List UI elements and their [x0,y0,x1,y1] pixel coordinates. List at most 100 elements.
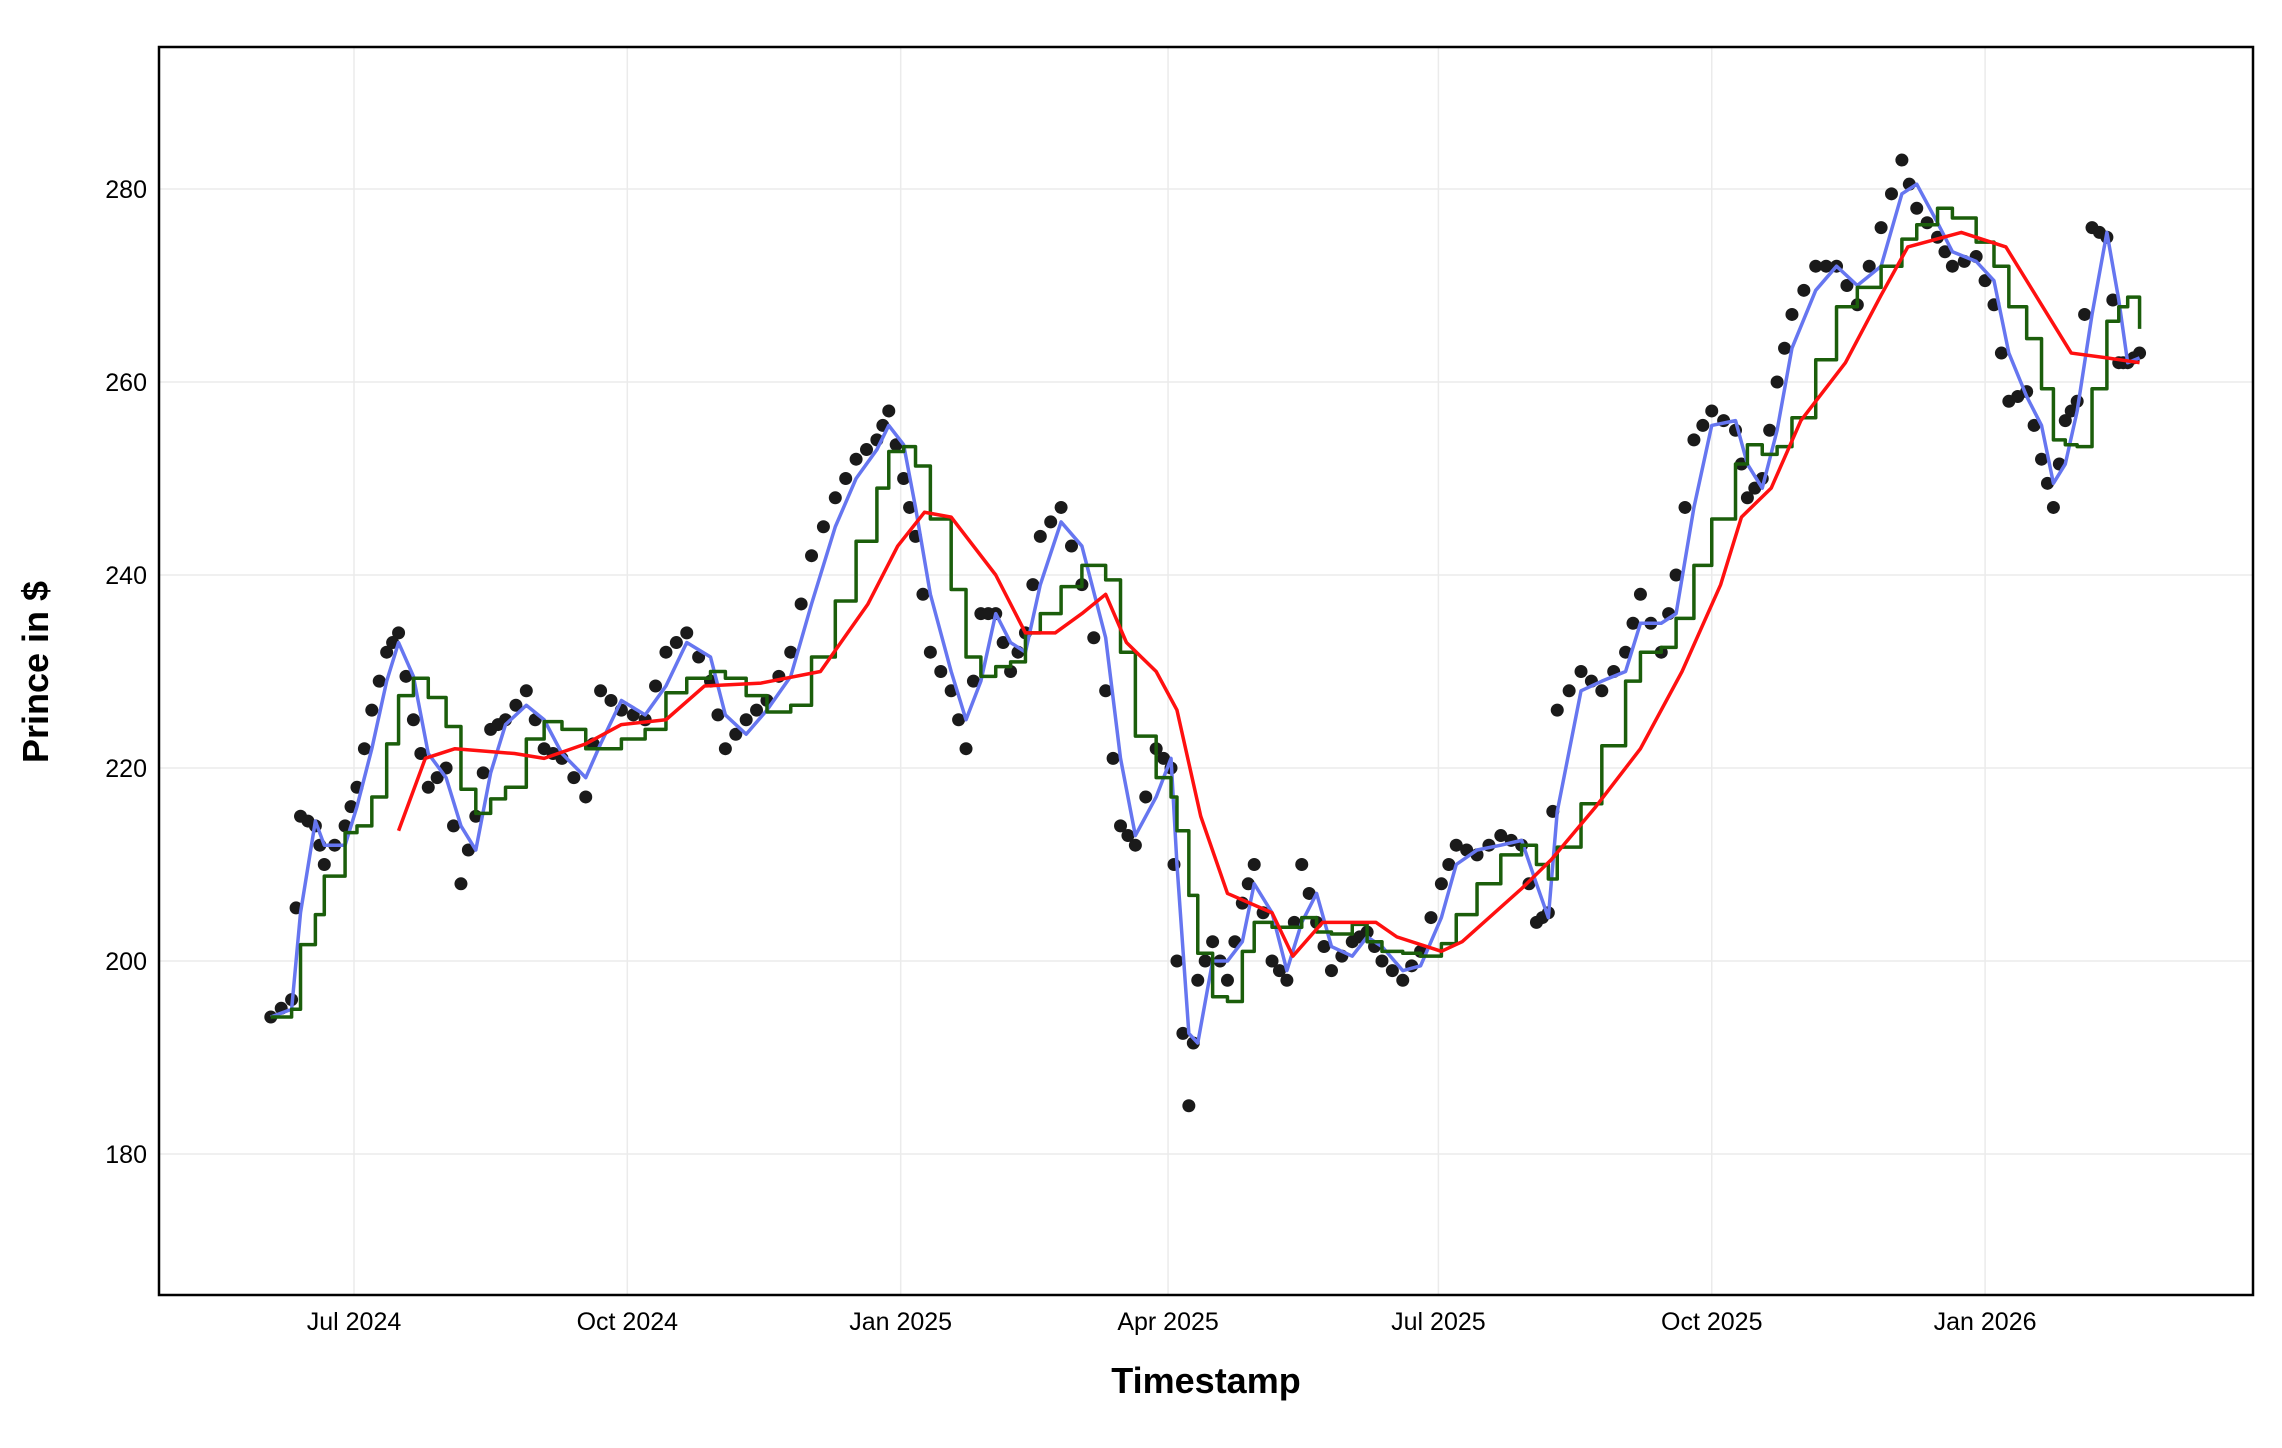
price-point [1574,665,1588,678]
price-point [1054,500,1068,514]
price-point [1206,935,1220,949]
y-axis-ticks: 180 200 220 240 260 280 [105,176,147,1169]
price-point [839,472,853,485]
x-tick-label: Jan 2025 [849,1308,952,1336]
price-point [421,780,435,794]
price-point [1550,703,1564,717]
y-tick-label: 260 [105,369,147,397]
price-point [1375,954,1389,968]
price-point [828,491,842,505]
price-point [1033,529,1047,543]
price-point [1157,751,1171,765]
price-point [1139,790,1153,804]
price-point [1026,578,1040,592]
price-point [1106,751,1120,765]
price-point [509,698,523,712]
price-point [729,727,743,741]
price-point [996,636,1010,650]
price-point [2106,293,2120,307]
y-tick-label: 280 [105,176,147,204]
price-point [1064,539,1078,553]
price-point [897,472,911,485]
price-point [2058,414,2072,428]
price-point [1748,481,1762,495]
x-tick-label: Apr 2025 [1117,1308,1218,1336]
price-point [750,703,764,717]
price-point [849,452,863,466]
plot-border [157,45,2255,1297]
price-point [859,443,873,457]
price-point [2064,404,2078,418]
price-point [1442,858,1456,871]
price-point [2078,307,2092,321]
price-point [1910,201,1924,215]
price-point [1884,187,1898,201]
price-point [519,684,533,698]
plot-marks [264,153,2147,1113]
price-point [2046,500,2060,514]
price-point [1191,973,1205,987]
price-point [1740,491,1754,505]
price-point [1920,216,1934,230]
price-point [2035,452,2049,466]
price-point [1770,375,1784,389]
price-point [966,674,980,688]
price-point [1633,587,1647,601]
price-point [1494,829,1508,843]
price-point [1182,1099,1196,1113]
price-point [461,843,475,857]
y-tick-label: 200 [105,948,147,976]
price-point [1895,153,1909,167]
price-point [1241,877,1255,891]
price-point [2011,389,2025,403]
price-point [1862,259,1876,273]
red-series-line [396,230,2140,958]
price-point [952,713,966,727]
price-point [816,520,830,534]
price-point [903,500,917,514]
price-point [1044,515,1058,529]
price-point [414,747,428,761]
price-point [1198,954,1212,968]
price-point [1785,307,1799,321]
price-point [406,713,420,727]
price-point [1809,259,1823,273]
price-point [1099,684,1113,698]
price-point [923,645,937,659]
price-point [1696,418,1710,432]
price-point [784,645,798,659]
price-point [1938,245,1952,259]
price-point [317,858,331,871]
blue-series-line [270,182,2141,1045]
y-tick-label: 220 [105,755,147,783]
price-point [380,645,394,659]
price-point [1247,858,1261,871]
price-point [934,665,948,678]
price-point [649,679,663,693]
price-point [392,626,406,640]
x-tick-label: Jan 2026 [1934,1308,2037,1336]
price-point [430,771,444,785]
price-point [1302,886,1316,900]
x-tick-label: Jul 2025 [1391,1308,1486,1336]
x-tick-label: Oct 2025 [1661,1308,1762,1336]
price-point [447,819,461,833]
price-point [680,626,694,640]
x-tick-label: Jul 2024 [307,1308,402,1336]
price-point [1265,954,1279,968]
price-point [1978,274,1992,288]
price-point [1170,954,1184,968]
green-series-line [270,206,2142,1019]
y-tick-label: 240 [105,562,147,590]
price-point [1324,964,1338,978]
price-point [365,703,379,717]
price-point [1317,940,1331,954]
price-point [1220,973,1234,987]
price-point [711,708,725,722]
price-point [594,684,608,698]
y-axis-title: Prince in $ [15,581,56,763]
x-tick-label: Oct 2024 [577,1308,679,1336]
price-point [1272,964,1286,978]
price-point [1128,838,1142,852]
